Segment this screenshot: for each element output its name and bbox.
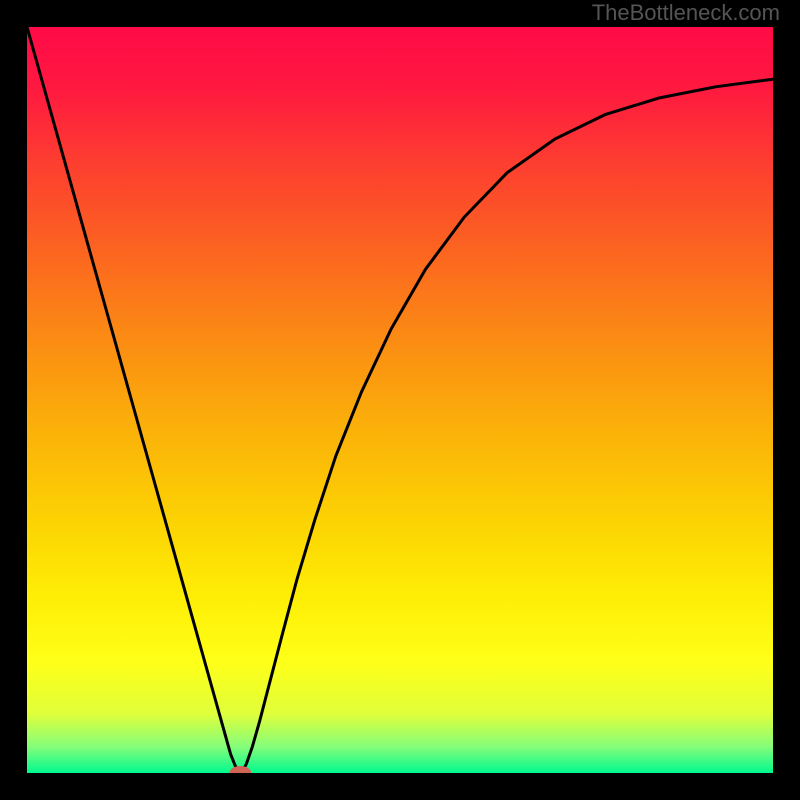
bottleneck-chart bbox=[0, 0, 800, 800]
watermark-text: TheBottleneck.com bbox=[592, 0, 780, 26]
gradient-background bbox=[27, 27, 773, 773]
chart-container: TheBottleneck.com bbox=[0, 0, 800, 800]
